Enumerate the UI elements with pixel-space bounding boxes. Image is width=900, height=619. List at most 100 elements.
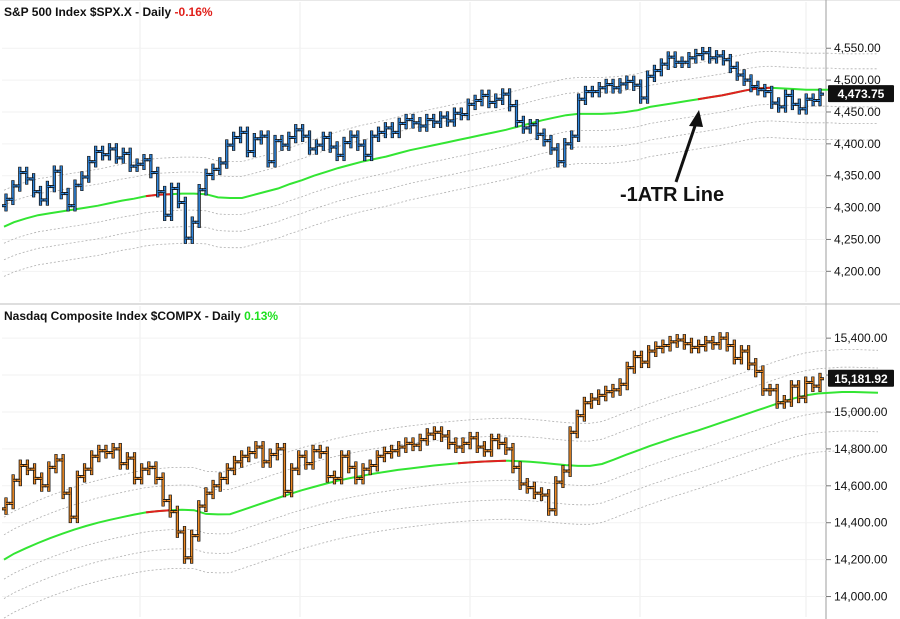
spx-price-bar: [691, 48, 700, 64]
compx-price-bar: [737, 345, 746, 365]
spx-price-bar: [402, 113, 411, 130]
spx-price-bar: [436, 111, 445, 128]
spx-price-bar: [229, 131, 238, 151]
spx-last-value: 4,473.75: [838, 87, 885, 101]
spx-price-bar: [126, 147, 135, 172]
compx-price-bar: [730, 339, 739, 365]
spx-price-bar: [671, 51, 680, 68]
compx-ma-red-1: [457, 459, 507, 465]
spx-price-bar: [602, 78, 611, 94]
spx-price-bar: [50, 165, 59, 193]
compx-atr-band-1: [3, 366, 879, 536]
spx-price-bar: [609, 78, 618, 94]
spx-price-bar: [284, 131, 293, 151]
spx-price-bar: [174, 182, 183, 209]
compx-last-value-box: [828, 369, 894, 387]
spx-price-bar: [795, 98, 804, 115]
spx-ma-line: [3, 86, 878, 228]
compx-price-bar: [687, 337, 696, 354]
compx-price-bar: [466, 431, 475, 450]
compx-price-bar: [359, 463, 368, 485]
compx-price-bar: [44, 461, 53, 492]
spx-price-bar: [643, 70, 652, 104]
spx-price-bar: [540, 128, 549, 147]
spx-price-bar: [181, 196, 190, 244]
compx-price-bar: [794, 380, 803, 404]
spx-price-bar: [160, 185, 169, 221]
compx-price-bar: [444, 430, 453, 450]
compx-ytick-label: 15,000.00: [834, 405, 888, 419]
compx-price-bar: [237, 450, 246, 468]
compx-price-bar: [758, 365, 767, 396]
spx-price-bar: [36, 185, 45, 206]
spx-price-bar: [202, 168, 211, 196]
spx-price-bar: [698, 46, 707, 61]
atr-annotation-arrow-shaft: [674, 119, 699, 183]
compx-price-bar: [401, 437, 410, 453]
spx-price-bar: [277, 134, 286, 151]
compx-price-bar: [530, 481, 539, 500]
compx-price-bar: [251, 441, 260, 459]
spx-price-bar: [319, 131, 328, 151]
compx-price-bar: [551, 476, 560, 516]
spx-price-bar: [167, 182, 176, 221]
compx-atr-band-3: [3, 430, 879, 599]
compx-price-bar: [266, 448, 275, 468]
compx-price-bar: [508, 442, 517, 474]
spx-atr-band-2: [3, 103, 878, 244]
spx-ytick-label: 4,200.00: [834, 264, 881, 278]
spx-price-bar: [491, 93, 500, 109]
spx-price-bar: [588, 85, 597, 98]
spx-price-bar: [429, 113, 438, 128]
spx-price-bar: [484, 89, 493, 109]
spx-price-bar: [2, 193, 10, 212]
compx-price-bar: [351, 461, 360, 485]
compx-ytick-label: 15,400.00: [834, 331, 888, 345]
compx-price-bar: [66, 487, 75, 524]
spx-price-bar: [305, 130, 314, 155]
spx-price-bar: [139, 154, 148, 170]
compx-price-bar: [259, 441, 268, 468]
spx-price-bar: [340, 136, 349, 162]
compx-atr-band-4: [3, 450, 879, 619]
compx-price-bar: [123, 452, 132, 470]
compx-ytick-label: 14,600.00: [834, 479, 888, 493]
compx-price-bar: [180, 526, 189, 564]
spx-price-bar: [464, 98, 473, 121]
spx-price-bar: [70, 179, 79, 212]
compx-price-bar: [566, 426, 575, 477]
spx-price-bar: [650, 64, 659, 83]
spx-price-bar: [29, 173, 38, 198]
spx-price-bar: [264, 130, 273, 168]
compx-price-bar: [723, 332, 732, 352]
compx-price-bar: [273, 442, 282, 461]
spx-price-bar: [119, 147, 128, 164]
spx-price-bar: [112, 143, 121, 164]
spx-price-bar: [553, 143, 562, 168]
compx-price-bar: [658, 339, 667, 354]
spx-price-bar: [574, 93, 583, 142]
compx-ytick-label: 14,200.00: [834, 553, 888, 567]
compx-price-bar: [137, 463, 146, 485]
compx-price-bar: [173, 505, 182, 538]
compx-price-bar: [744, 345, 753, 370]
spx-price-bar: [512, 99, 521, 128]
compx-price-bar: [473, 431, 482, 453]
compx-price-bar: [73, 470, 82, 524]
spx-price-bar: [236, 126, 245, 144]
compx-price-bar: [9, 474, 18, 510]
spx-price-bar: [208, 163, 217, 181]
compx-price-bar: [616, 378, 625, 396]
compx-price-bar: [594, 389, 603, 405]
compx-price-bar: [458, 437, 467, 453]
spx-price-bar: [84, 155, 93, 183]
compx-price-bar: [808, 376, 817, 393]
spx-price-bar: [767, 85, 776, 109]
compx-price-bar: [16, 459, 25, 487]
spx-price-bar: [8, 180, 17, 206]
spx-price-bar: [471, 94, 480, 111]
compx-price-bar: [630, 350, 639, 374]
compx-price-bar: [666, 335, 675, 352]
compx-price-bar: [766, 383, 775, 396]
